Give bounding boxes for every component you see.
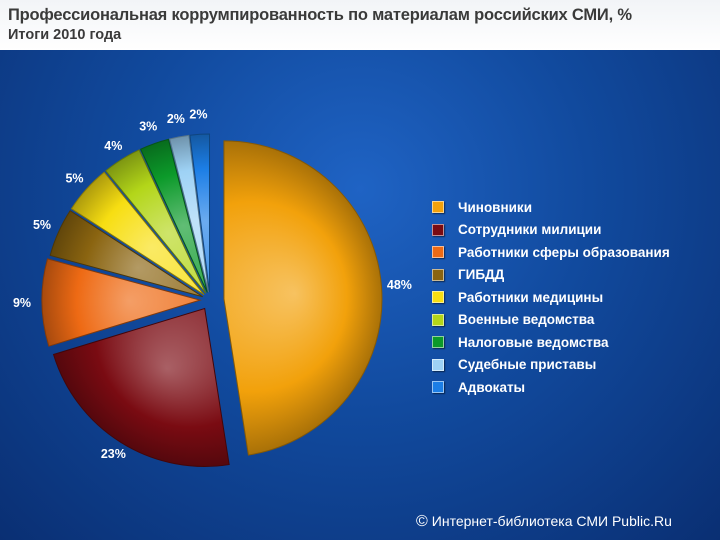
legend-swatch (432, 336, 444, 349)
legend-item: Адвокаты (432, 376, 670, 399)
legend-label: Военные ведомства (458, 312, 595, 328)
pie-slices (41, 133, 383, 467)
legend-swatch (432, 358, 444, 371)
slice-value-label: 2% (167, 112, 185, 126)
legend-label: Работники медицины (458, 289, 604, 305)
footer-credit: © Интернет-библиотека СМИ Public.Ru (416, 513, 672, 531)
legend-label: Судебные приставы (458, 357, 597, 373)
legend-item: Работники медицины (432, 286, 670, 309)
pie-slice (189, 133, 211, 293)
header-bar: Профессиональная коррумпированность по м… (0, 0, 720, 50)
legend-label: Работники сферы образования (458, 244, 670, 260)
slice-value-label: 23% (101, 447, 126, 461)
footer-text: Интернет-библиотека СМИ Public.Ru (431, 513, 672, 529)
pie-slice (70, 171, 205, 296)
pie-slice (41, 258, 202, 347)
slice-value-label: 3% (139, 120, 157, 134)
legend-item: ГИБДД (432, 264, 670, 287)
legend-swatch (432, 246, 444, 259)
pie-slice (105, 149, 207, 294)
legend-swatch (432, 313, 444, 326)
pie-slice (49, 210, 203, 298)
pie-slice (168, 134, 210, 293)
chart-title: Профессиональная коррумпированность по м… (8, 6, 632, 24)
slice-value-label: 5% (33, 218, 51, 232)
pie-slice (140, 138, 208, 293)
legend-item: Налоговые ведомства (432, 331, 670, 354)
legend-label: Адвокаты (458, 379, 526, 395)
legend-label: ГИБДД (458, 267, 505, 283)
legend-swatch (432, 381, 444, 394)
chart-legend: Чиновники Сотрудники милиции Работники сфе… (432, 196, 670, 399)
legend-swatch (432, 201, 444, 214)
chart-subtitle: Итоги 2010 года (8, 27, 122, 43)
legend-item: Чиновники (432, 196, 670, 219)
pie-value-labels: 48% 23% 9% 5% 5% 4% 3% 2% 2% (13, 107, 412, 461)
legend-label: Налоговые ведомства (458, 334, 609, 350)
pie-slice (52, 307, 230, 467)
slice-value-label: 48% (387, 278, 412, 292)
legend-swatch (432, 291, 444, 304)
legend-item: Военные ведомства (432, 309, 670, 332)
legend-label: Чиновники (458, 199, 532, 215)
slice-value-label: 4% (104, 139, 122, 153)
slice-value-label: 5% (65, 171, 83, 185)
legend-swatch (432, 268, 444, 281)
pie-slice (223, 140, 383, 456)
legend-label: Сотрудники милиции (458, 222, 602, 238)
legend-item: Сотрудники милиции (432, 219, 670, 242)
slice-value-label: 9% (13, 296, 31, 310)
legend-swatch (432, 223, 444, 236)
legend-item: Судебные приставы (432, 354, 670, 377)
copyright-icon: © (416, 513, 428, 530)
slice-value-label: 2% (189, 107, 207, 121)
legend-item: Работники сферы образования (432, 241, 670, 264)
